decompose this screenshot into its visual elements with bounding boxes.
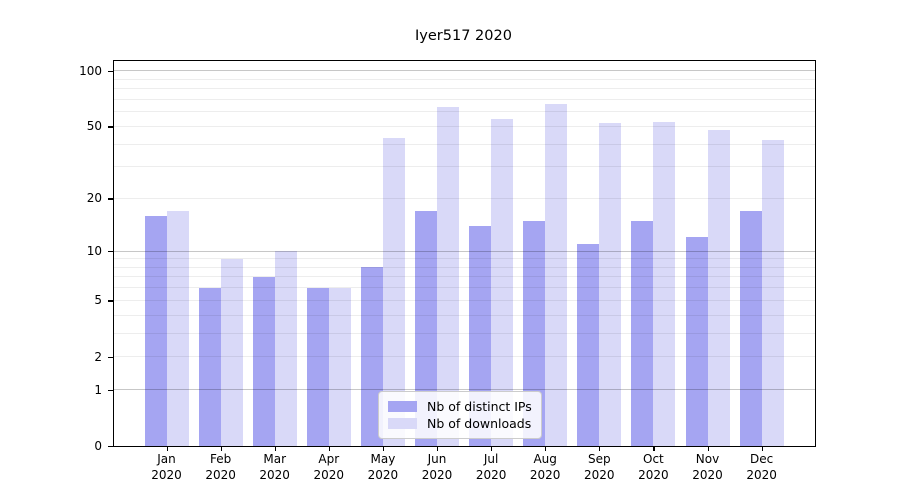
x-tick-label-dec: Dec 2020: [746, 452, 777, 482]
gridline-major: [114, 389, 815, 391]
x-axis-tick: [707, 446, 709, 451]
gridline-minor: [114, 258, 815, 260]
gridline-minor: [114, 143, 815, 145]
legend-label-downloads: Nb of downloads: [427, 415, 532, 431]
bar-distinct-ips-jan: [144, 215, 167, 446]
y-tick-label: 50: [86, 119, 102, 134]
x-tick-label-sep: Sep 2020: [584, 452, 615, 482]
gridline-minor: [114, 314, 815, 316]
legend: Nb of distinct IPs Nb of downloads: [378, 391, 542, 439]
x-axis-tick: [274, 446, 276, 451]
gridline-minor: [114, 332, 815, 334]
bar-downloads-jul: [491, 118, 514, 446]
bar-distinct-ips-may: [360, 267, 383, 446]
bar-distinct-ips-oct: [631, 220, 654, 446]
bar-downloads-mar: [274, 251, 297, 446]
x-axis-tick: [328, 446, 330, 451]
bar-downloads-aug: [545, 104, 568, 446]
bar-downloads-may: [382, 138, 405, 446]
bar-downloads-apr: [328, 287, 351, 446]
x-axis-tick: [653, 446, 655, 451]
bar-distinct-ips-mar: [252, 276, 275, 446]
gridline-minor: [114, 166, 815, 168]
x-tick-label-jun: Jun 2020: [421, 452, 453, 482]
x-axis-tick: [761, 446, 763, 451]
bar-downloads-dec: [761, 140, 784, 446]
x-axis-tick: [166, 446, 168, 451]
x-tick-label-oct: Oct 2020: [638, 452, 669, 482]
x-tick-label-jan: Jan 2020: [151, 452, 182, 482]
y-tick-label: 5: [94, 293, 102, 308]
bar-downloads-feb: [220, 258, 243, 446]
gridline-major: [114, 250, 815, 252]
gridline-minor: [114, 98, 815, 100]
y-tick-label: 10: [86, 244, 102, 259]
gridline-minor: [114, 266, 815, 268]
gridline-minor: [114, 299, 815, 301]
bar-distinct-ips-jun: [415, 211, 437, 446]
legend-item-downloads: Nb of downloads: [388, 415, 532, 432]
y-axis-tick: [108, 356, 113, 358]
y-axis-tick: [108, 251, 113, 253]
legend-item-distinct-ips: Nb of distinct IPs: [388, 398, 532, 415]
gridline-major: [114, 70, 815, 72]
x-tick-label-apr: Apr 2020: [313, 452, 345, 482]
gridline-minor: [114, 78, 815, 80]
bar-distinct-ips-feb: [198, 287, 221, 446]
legend-swatch-distinct-ips: [388, 401, 417, 412]
bar-downloads-oct: [653, 121, 676, 446]
gridline-minor: [114, 111, 815, 113]
bar-downloads-nov: [707, 129, 730, 446]
gridline-minor: [114, 125, 815, 127]
y-tick-label: 1: [94, 382, 102, 397]
y-axis-tick: [108, 300, 113, 302]
x-axis-tick: [220, 446, 222, 451]
gridline-minor: [114, 356, 815, 358]
x-tick-label-aug: Aug 2020: [529, 452, 561, 482]
x-axis-tick: [491, 446, 493, 451]
y-tick-label: 100: [79, 63, 102, 78]
x-axis-tick: [437, 446, 439, 451]
bar-downloads-jan: [166, 211, 189, 446]
bar-downloads-jun: [437, 106, 459, 446]
bar-distinct-ips-sep: [577, 243, 600, 446]
bar-downloads-sep: [599, 123, 622, 446]
y-axis-tick: [108, 198, 113, 200]
x-tick-label-jul: Jul 2020: [475, 452, 507, 482]
chart-title: Iyer517 2020: [415, 28, 512, 44]
gridline-minor: [114, 197, 815, 199]
x-tick-label-may: May 2020: [367, 452, 399, 482]
bar-distinct-ips-dec: [739, 211, 762, 446]
gridline-minor: [114, 287, 815, 289]
y-tick-label: 0: [94, 439, 102, 453]
y-axis-tick: [108, 446, 113, 448]
legend-swatch-downloads: [388, 418, 417, 429]
x-tick-label-mar: Mar 2020: [259, 452, 290, 482]
gridline-minor: [114, 276, 815, 278]
x-tick-label-feb: Feb 2020: [205, 452, 236, 482]
x-tick-label-nov: Nov 2020: [692, 452, 723, 482]
y-axis-tick: [108, 70, 113, 72]
y-axis-tick: [108, 126, 113, 128]
legend-label-distinct-ips: Nb of distinct IPs: [427, 398, 532, 414]
y-tick-label: 2: [94, 349, 102, 364]
y-tick-label: 20: [86, 191, 102, 206]
plot-area: [113, 60, 816, 447]
x-axis-tick: [599, 446, 601, 451]
y-axis-tick: [108, 389, 113, 391]
x-axis-tick: [545, 446, 547, 451]
bar-distinct-ips-nov: [685, 237, 708, 446]
bar-distinct-ips-aug: [523, 220, 546, 446]
x-axis-tick: [382, 446, 385, 451]
gridline-minor: [114, 88, 815, 90]
bar-distinct-ips-apr: [306, 287, 329, 446]
bar-distinct-ips-jul: [469, 225, 492, 446]
